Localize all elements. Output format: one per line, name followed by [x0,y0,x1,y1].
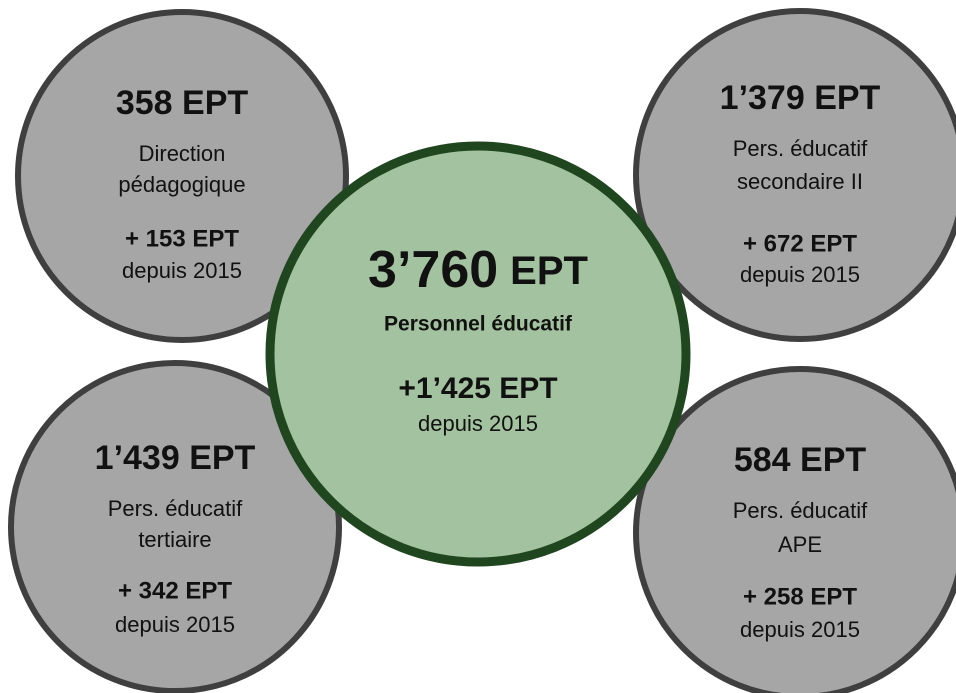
node-title: 584 EPT [734,441,867,479]
node-circle [15,9,349,343]
center-since: depuis 2015 [418,411,538,436]
node-circle [633,8,956,342]
node-label: APE [778,532,822,557]
node-circle [633,366,956,693]
node-circle [8,360,342,693]
node-since: depuis 2015 [740,262,860,287]
node-label: Pers. éducatif [733,498,868,523]
node-label: pédagogique [118,172,245,197]
nodes: 358 EPT Direction pédagogique + 153 EPT depu… [8,8,956,693]
node-since: depuis 2015 [115,612,235,637]
node-label: tertiaire [138,527,211,552]
node-label: secondaire II [737,169,863,194]
center-change: +1’425 EPT [398,372,557,405]
node-title: 358 EPT [116,84,249,122]
node-change: + 153 EPT [125,225,239,252]
node-since: depuis 2015 [740,617,860,642]
node-title: 1’439 EPT [95,439,256,477]
node-change: + 672 EPT [743,230,857,257]
center-value: 3’760 [368,241,498,299]
center-circle [265,141,691,567]
node-label: Direction [139,141,226,166]
node-title: 1’379 EPT [720,79,881,117]
center-label: Personnel éducatif [384,313,573,336]
node-since: depuis 2015 [122,258,242,283]
node-change: + 342 EPT [118,577,232,604]
node-label: Pers. éducatif [733,136,868,161]
center-unit: EPT [510,249,588,293]
node-label: Pers. éducatif [108,496,243,521]
center-title: 3’760 EPT [368,241,588,299]
node-change: + 258 EPT [743,583,857,610]
